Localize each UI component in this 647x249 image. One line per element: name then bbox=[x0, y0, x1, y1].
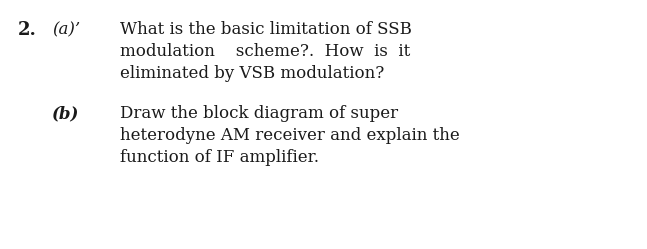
Text: modulation    scheme?.  How  is  it: modulation scheme?. How is it bbox=[120, 43, 410, 60]
Text: heterodyne AM receiver and explain the: heterodyne AM receiver and explain the bbox=[120, 127, 460, 144]
Text: function of IF amplifier.: function of IF amplifier. bbox=[120, 149, 319, 166]
Text: (b): (b) bbox=[52, 105, 80, 122]
Text: (a)’: (a)’ bbox=[52, 21, 80, 38]
Text: eliminated by VSB modulation?: eliminated by VSB modulation? bbox=[120, 65, 384, 82]
Text: 2.: 2. bbox=[18, 21, 37, 39]
Text: What is the basic limitation of SSB: What is the basic limitation of SSB bbox=[120, 21, 412, 38]
Text: Draw the block diagram of super: Draw the block diagram of super bbox=[120, 105, 398, 122]
